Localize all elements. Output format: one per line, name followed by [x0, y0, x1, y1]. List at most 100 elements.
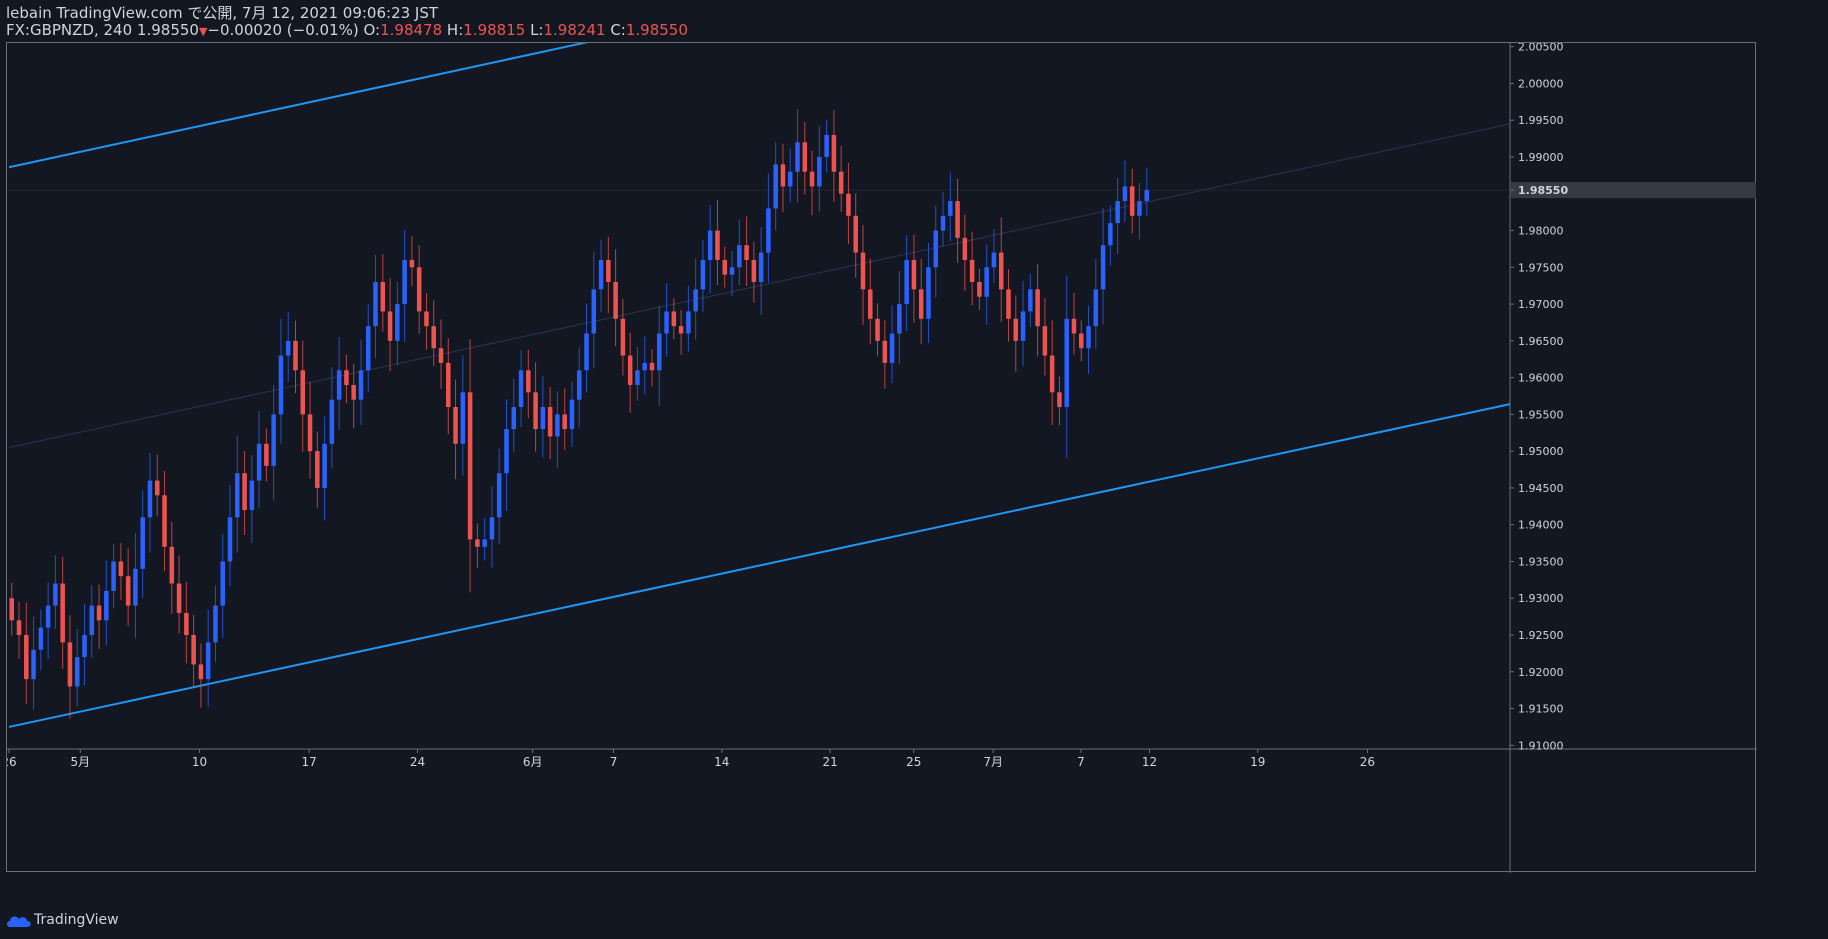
candle	[104, 590, 109, 621]
candle	[751, 259, 757, 283]
candle	[911, 259, 917, 290]
candle	[489, 517, 495, 540]
candle	[686, 311, 691, 334]
publish-info: lebain TradingView.com で公開, 7月 12, 2021 …	[6, 4, 439, 22]
candle	[1020, 311, 1026, 341]
candle	[824, 134, 829, 157]
x-tick-label: 25	[906, 755, 921, 769]
candle	[744, 245, 749, 260]
candle	[358, 370, 364, 400]
candle	[9, 598, 14, 621]
candle	[766, 208, 771, 253]
candle	[948, 201, 953, 216]
symbol-label[interactable]: FX:GBPNZD, 240	[6, 21, 133, 39]
candle	[307, 414, 313, 452]
candle	[882, 340, 888, 363]
y-tick-label: 1.93500	[1518, 555, 1564, 568]
candle	[657, 333, 662, 371]
candle	[635, 370, 640, 385]
candle	[133, 568, 138, 606]
candle	[475, 539, 480, 547]
x-tick-label: 19	[1250, 755, 1265, 769]
tradingview-cloud-icon[interactable]	[6, 914, 32, 928]
candle	[278, 355, 284, 415]
candle	[387, 311, 393, 341]
candle	[162, 495, 167, 547]
candle	[220, 561, 225, 606]
candle	[496, 473, 502, 518]
candle	[526, 370, 531, 393]
candle	[1122, 186, 1128, 202]
candle	[547, 407, 553, 437]
candle	[373, 282, 378, 327]
y-tick-label: 1.94500	[1518, 482, 1564, 495]
x-tick-label: 21	[822, 755, 837, 769]
trendline-mid	[8, 123, 1511, 448]
open-label: O:	[363, 21, 381, 39]
candle	[642, 362, 647, 371]
candle	[1086, 326, 1091, 349]
trendline-upper	[8, 43, 589, 169]
candle	[955, 201, 960, 238]
candle	[620, 318, 626, 356]
x-tick-label: 24	[410, 755, 425, 769]
candle	[89, 605, 95, 636]
candle	[482, 539, 487, 547]
trendline-lower	[8, 403, 1511, 728]
candle	[67, 642, 73, 687]
candle	[802, 142, 808, 172]
price-chart[interactable]: 2.00500 2.00000 1.99500 1.99000 1.98550 1.980…	[7, 43, 1757, 873]
candle	[96, 605, 102, 621]
candle	[82, 635, 87, 658]
high-value: 1.98815	[463, 21, 526, 39]
candle	[467, 392, 473, 540]
candle	[53, 583, 58, 606]
candle	[998, 252, 1004, 290]
candle	[285, 340, 291, 356]
x-tick-label: 26	[7, 755, 17, 769]
candle	[140, 517, 145, 569]
x-tick-label: 7	[610, 755, 618, 769]
candle	[111, 561, 116, 591]
candle	[926, 267, 931, 319]
y-tick-label: 1.92500	[1518, 629, 1564, 642]
candle	[606, 259, 611, 283]
candle	[74, 657, 80, 687]
candle	[227, 517, 233, 562]
candle	[846, 193, 851, 216]
candle	[918, 289, 924, 319]
low-value: 1.98241	[543, 21, 606, 39]
candle	[831, 134, 837, 172]
candle	[722, 259, 728, 275]
y-tick-label: 1.97500	[1518, 261, 1564, 274]
candle	[838, 171, 844, 194]
candle	[24, 635, 29, 680]
candle	[1115, 201, 1120, 224]
x-tick-label: 26	[1360, 755, 1375, 769]
y-tick-label: 1.94000	[1518, 519, 1564, 532]
candle	[205, 642, 211, 680]
candle	[154, 480, 160, 496]
candle	[889, 333, 895, 363]
candle	[584, 333, 589, 371]
candle	[758, 252, 764, 283]
candle	[933, 230, 939, 268]
candle	[242, 473, 247, 510]
candle	[256, 443, 262, 481]
chart-area[interactable]: 2.00500 2.00000 1.99500 1.99000 1.98550 1.980…	[6, 42, 1757, 873]
candle	[31, 649, 36, 680]
candle	[1064, 318, 1069, 408]
candle	[1057, 392, 1062, 408]
open-value: 1.98478	[380, 21, 443, 39]
y-tick-label: 1.91000	[1518, 739, 1564, 752]
tradingview-brand[interactable]: TradingView	[34, 912, 119, 928]
candle	[213, 605, 218, 643]
candle	[45, 605, 51, 628]
y-tick-label: 1.93000	[1518, 592, 1564, 605]
y-tick-label: 1.99000	[1518, 151, 1564, 164]
candle	[380, 282, 386, 312]
candle	[235, 473, 240, 518]
x-tick-label: 14	[714, 755, 729, 769]
candle	[853, 215, 858, 253]
candle	[700, 259, 706, 290]
